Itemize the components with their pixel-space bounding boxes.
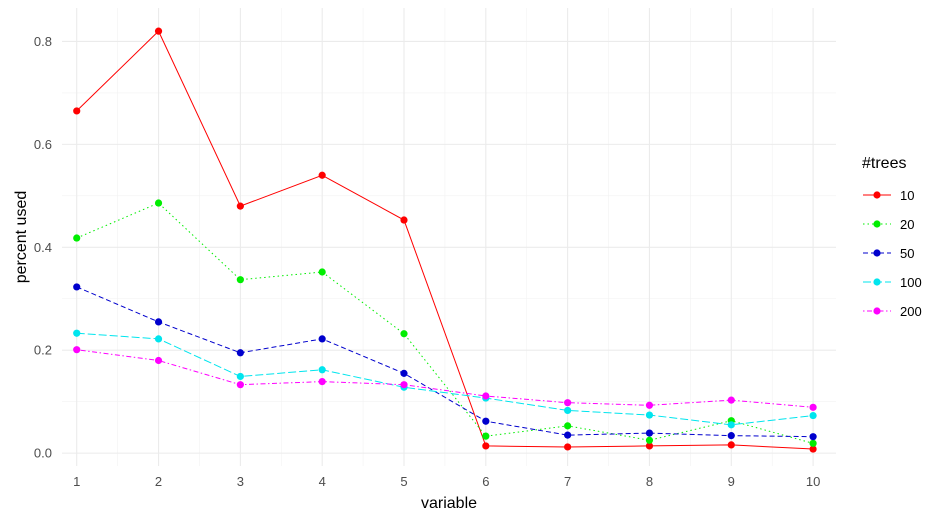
series-line	[76, 349, 814, 408]
y-axis: 0.0 0.2 0.4 0.6 0.8	[34, 34, 52, 461]
y-tick-label: 0.0	[34, 446, 52, 461]
data-point	[400, 216, 408, 224]
series-50	[73, 283, 817, 441]
data-point	[809, 433, 817, 441]
data-point	[482, 417, 490, 425]
series-group	[73, 27, 817, 453]
y-tick-label: 0.8	[34, 34, 52, 49]
data-point	[73, 283, 81, 291]
legend-label: 10	[900, 188, 914, 203]
data-point	[482, 432, 490, 440]
series-line	[76, 332, 814, 426]
data-point	[727, 421, 735, 429]
data-point	[809, 411, 817, 420]
data-point	[564, 431, 572, 439]
y-tick-label: 0.4	[34, 240, 52, 255]
y-axis-title: percent used	[13, 191, 30, 284]
data-point	[236, 202, 244, 210]
data-point	[482, 392, 490, 400]
legend-item: 20	[863, 217, 914, 232]
grid	[62, 8, 836, 466]
data-point	[400, 369, 408, 377]
data-point	[154, 356, 163, 365]
x-axis: 1 2 3 4 5 6 7 8 9 10	[73, 474, 820, 489]
legend-item: 200	[863, 304, 922, 319]
data-point	[645, 401, 654, 409]
legend-key-point	[873, 278, 881, 286]
series-200	[73, 346, 817, 411]
legend-label: 100	[900, 275, 922, 290]
legend-item: 100	[863, 275, 922, 290]
y-tick-label: 0.2	[34, 343, 52, 358]
series-line	[76, 202, 814, 444]
legend-title: #trees	[862, 155, 906, 172]
data-point	[154, 318, 163, 326]
x-tick-label: 2	[155, 474, 162, 489]
series-line	[76, 286, 814, 438]
legend-key-point	[873, 191, 881, 199]
legend-label: 20	[900, 217, 914, 232]
data-point	[564, 406, 572, 415]
data-point	[73, 329, 81, 337]
x-tick-label: 5	[400, 474, 407, 489]
data-point	[73, 107, 81, 115]
data-point	[809, 403, 817, 411]
data-point	[236, 381, 244, 389]
x-tick-label: 1	[73, 474, 80, 489]
data-point	[73, 346, 81, 354]
data-point	[318, 171, 326, 179]
data-point	[564, 422, 572, 430]
x-tick-label: 3	[237, 474, 244, 489]
data-point	[318, 268, 326, 276]
legend-key-point	[873, 249, 881, 257]
data-point	[727, 432, 735, 440]
legend-key-point	[873, 307, 881, 315]
data-point	[564, 399, 572, 407]
x-tick-label: 10	[806, 474, 820, 489]
data-point	[73, 234, 81, 242]
data-point	[809, 445, 817, 453]
data-point	[809, 439, 817, 447]
x-tick-label: 9	[728, 474, 735, 489]
data-point	[400, 330, 408, 338]
data-point	[154, 27, 163, 35]
data-point	[154, 199, 163, 207]
legend-label: 200	[900, 304, 922, 319]
data-point	[482, 442, 490, 450]
series-10	[73, 27, 817, 453]
data-point	[645, 411, 654, 419]
data-point	[318, 335, 326, 343]
data-point	[236, 349, 244, 357]
series-line	[76, 30, 814, 450]
legend-item: 10	[863, 188, 914, 203]
legend-item: 50	[863, 246, 914, 261]
data-point	[318, 378, 326, 386]
data-point	[645, 436, 654, 444]
data-point	[236, 372, 244, 381]
legend-label: 50	[900, 246, 914, 261]
data-point	[645, 442, 654, 450]
data-point	[645, 429, 654, 437]
data-point	[727, 396, 735, 404]
y-tick-label: 0.6	[34, 137, 52, 152]
data-point	[400, 381, 408, 389]
x-axis-title: variable	[421, 495, 477, 512]
data-point	[154, 335, 163, 343]
data-point	[564, 443, 572, 451]
x-tick-label: 8	[646, 474, 653, 489]
x-tick-label: 7	[564, 474, 571, 489]
x-tick-label: 6	[482, 474, 489, 489]
legend-key-point	[873, 220, 881, 228]
x-tick-label: 4	[319, 474, 326, 489]
data-point	[236, 276, 244, 284]
data-point	[727, 441, 735, 449]
legend: #trees 10 20 50 100 200	[862, 155, 922, 319]
data-point	[318, 366, 326, 374]
